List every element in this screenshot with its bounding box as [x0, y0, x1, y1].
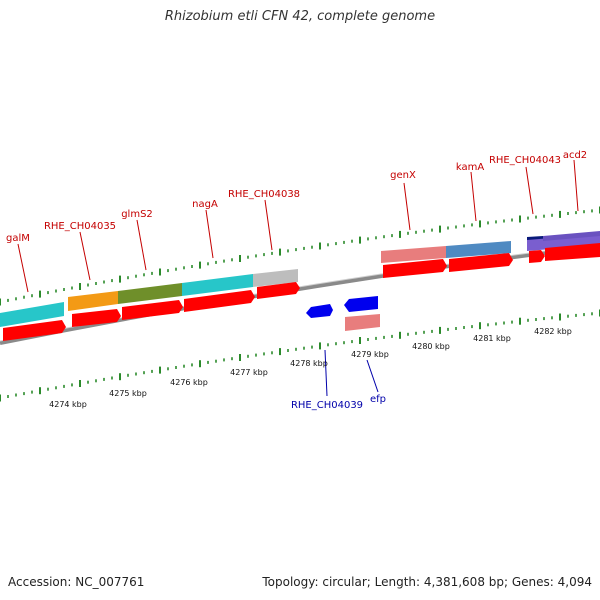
feature-band — [0, 231, 600, 327]
reverse-cds-RHE_CH04039[interactable] — [306, 304, 333, 318]
reverse-cds-efp[interactable] — [344, 296, 378, 312]
cds-arrow[interactable] — [184, 290, 255, 312]
gene-label-nagA[interactable]: nagA — [192, 199, 218, 210]
scale-labels: 4274 kbp 4275 kbp 4276 kbp 4277 kbp 4278… — [49, 327, 572, 409]
gene-label-RHE_CH04035[interactable]: RHE_CH04035 — [44, 221, 116, 232]
scale-label: 4277 kbp — [230, 368, 268, 377]
cds-arrow[interactable] — [257, 282, 300, 299]
forward-leader-lines — [17, 159, 579, 293]
scale-label: 4274 kbp — [49, 400, 87, 409]
outer-tick-ring — [0, 206, 600, 306]
feature-acd2[interactable] — [527, 234, 600, 251]
reverse-gene-labels: RHE_CH04039 efp — [291, 394, 386, 411]
feature-acd2-top — [543, 231, 600, 241]
gene-label-efp[interactable]: efp — [370, 394, 386, 405]
feature-genX[interactable] — [381, 246, 446, 263]
feature-nagA[interactable] — [182, 274, 253, 296]
gene-label-RHE_CH04039[interactable]: RHE_CH04039 — [291, 400, 363, 411]
feature-galM[interactable] — [0, 302, 64, 327]
scale-label: 4276 kbp — [170, 378, 208, 387]
genome-backbone — [0, 244, 600, 345]
feature-efp-band[interactable] — [345, 314, 380, 331]
gene-label-glmS2[interactable]: glmS2 — [121, 209, 153, 220]
accession-text: Accession: NC_007761 — [8, 575, 145, 589]
feature-glmS2[interactable] — [118, 283, 182, 304]
forward-cds-track — [3, 243, 600, 341]
scale-label: 4278 kbp — [290, 359, 328, 368]
gene-label-galM[interactable]: galM — [6, 233, 30, 244]
gene-label-RHE_CH04043[interactable]: RHE_CH04043 — [489, 155, 561, 166]
feature-RHE_CH04038[interactable] — [253, 269, 298, 287]
reverse-leader-lines — [324, 349, 379, 397]
scale-label: 4279 kbp — [351, 350, 389, 359]
cds-arrow[interactable] — [545, 243, 600, 261]
cds-arrow[interactable] — [383, 259, 447, 278]
gene-label-kamA[interactable]: kamA — [456, 162, 484, 173]
cds-arrow[interactable] — [72, 309, 121, 327]
gene-label-RHE_CH04038[interactable]: RHE_CH04038 — [228, 189, 300, 200]
cds-arrow[interactable] — [449, 253, 513, 272]
genome-summary: Topology: circular; Length: 4,381,608 bp… — [262, 575, 592, 589]
cds-arrow[interactable] — [122, 300, 183, 320]
cds-arrow[interactable] — [3, 320, 66, 341]
page-title: Rhizobium etli CFN 42, complete genome — [164, 9, 436, 24]
gene-label-genX[interactable]: genX — [390, 170, 416, 181]
scale-label: 4280 kbp — [412, 342, 450, 351]
feature-RHE_CH04035[interactable] — [68, 291, 118, 311]
feature-kamA[interactable] — [446, 241, 511, 258]
forward-gene-labels: galM RHE_CH04035 glmS2 nagA RHE_CH04038 … — [6, 150, 587, 244]
scale-label: 4282 kbp — [534, 327, 572, 336]
cds-arrow[interactable] — [529, 250, 545, 263]
reverse-cds-track — [306, 296, 380, 331]
inner-tick-ring — [0, 309, 600, 402]
gene-label-acd2[interactable]: acd2 — [563, 150, 587, 161]
scale-label: 4281 kbp — [473, 334, 511, 343]
scale-label: 4275 kbp — [109, 389, 147, 398]
